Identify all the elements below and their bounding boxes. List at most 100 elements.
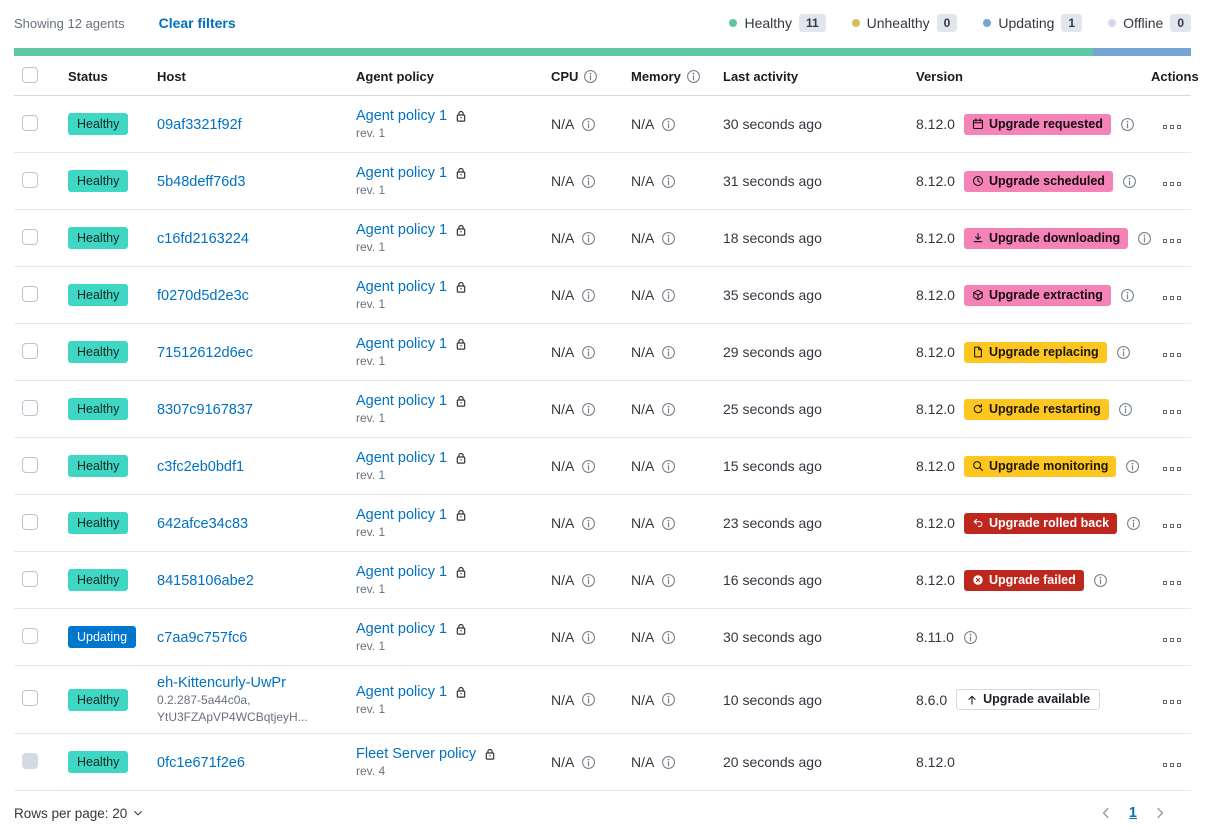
host-link[interactable]: c3fc2eb0bdf1 bbox=[157, 458, 245, 475]
memory-info-icon[interactable] bbox=[661, 117, 676, 132]
cpu-info-icon[interactable] bbox=[581, 459, 596, 474]
row-actions-button[interactable] bbox=[1161, 121, 1183, 133]
row-checkbox[interactable] bbox=[22, 456, 38, 473]
row-actions-button[interactable] bbox=[1161, 349, 1183, 361]
upgrade-details-info-icon[interactable] bbox=[1126, 516, 1141, 531]
agent-policy-link[interactable]: Agent policy 1 bbox=[356, 279, 448, 295]
memory-info-icon[interactable] bbox=[686, 69, 701, 84]
agent-policy-link[interactable]: Agent policy 1 bbox=[356, 108, 448, 124]
memory-info-icon[interactable] bbox=[661, 231, 676, 246]
host-link[interactable]: 84158106abe2 bbox=[157, 572, 254, 589]
agent-policy-link[interactable]: Agent policy 1 bbox=[356, 507, 448, 523]
agent-policy-link[interactable]: Agent policy 1 bbox=[356, 165, 448, 181]
policy-revision: rev. 1 bbox=[356, 297, 386, 311]
legend-item-offline[interactable]: Offline 0 bbox=[1108, 14, 1191, 32]
host-link[interactable]: 0fc1e671f2e6 bbox=[157, 754, 245, 771]
row-checkbox[interactable] bbox=[22, 342, 38, 359]
memory-info-icon[interactable] bbox=[661, 516, 676, 531]
cpu-info-icon[interactable] bbox=[581, 117, 596, 132]
upgrade-details-info-icon[interactable] bbox=[1118, 402, 1133, 417]
host-link[interactable]: 71512612d6ec bbox=[157, 344, 253, 361]
agent-policy-link[interactable]: Agent policy 1 bbox=[356, 621, 448, 637]
upgrade-details-info-icon[interactable] bbox=[1122, 174, 1137, 189]
row-actions-button[interactable] bbox=[1161, 634, 1183, 646]
legend-item-updating[interactable]: Updating 1 bbox=[983, 14, 1083, 32]
policy-revision: rev. 1 bbox=[356, 525, 386, 539]
host-link[interactable]: f0270d5d2e3c bbox=[157, 287, 249, 304]
row-checkbox[interactable] bbox=[22, 285, 38, 302]
agent-policy-link[interactable]: Fleet Server policy bbox=[356, 746, 477, 763]
rows-per-page-button[interactable]: Rows per page: 20 bbox=[14, 806, 144, 821]
upgrade-details-info-icon[interactable] bbox=[1120, 288, 1135, 303]
row-actions-button[interactable] bbox=[1161, 759, 1183, 771]
memory-info-icon[interactable] bbox=[661, 345, 676, 360]
upgrade-badge-label: Upgrade available bbox=[983, 692, 1091, 707]
cpu-info-icon[interactable] bbox=[581, 573, 596, 588]
memory-info-icon[interactable] bbox=[661, 174, 676, 189]
memory-info-icon[interactable] bbox=[661, 630, 676, 645]
host-link[interactable]: 5b48deff76d3 bbox=[157, 173, 246, 190]
next-page-button[interactable] bbox=[1153, 806, 1167, 820]
memory-info-icon[interactable] bbox=[661, 402, 676, 417]
upgrade-details-info-icon[interactable] bbox=[1125, 459, 1140, 474]
host-link[interactable]: c7aa9c757fc6 bbox=[157, 629, 248, 646]
legend-item-unhealthy[interactable]: Unhealthy 0 bbox=[851, 14, 958, 32]
upgrade-details-info-icon[interactable] bbox=[1120, 117, 1135, 132]
previous-page-button[interactable] bbox=[1099, 806, 1113, 820]
cpu-info-icon[interactable] bbox=[581, 630, 596, 645]
cpu-info-icon[interactable] bbox=[581, 516, 596, 531]
clear-filters-button[interactable]: Clear filters bbox=[158, 15, 236, 31]
agent-policy-link[interactable]: Agent policy 1 bbox=[356, 393, 448, 409]
row-checkbox[interactable] bbox=[22, 570, 38, 587]
upgrade-details-info-icon[interactable] bbox=[1116, 345, 1131, 360]
cpu-info-icon[interactable] bbox=[581, 174, 596, 189]
agent-policy-link[interactable]: Agent policy 1 bbox=[356, 450, 448, 466]
row-actions-button[interactable] bbox=[1161, 463, 1183, 475]
host-link[interactable]: 09af3321f92f bbox=[157, 116, 242, 133]
row-checkbox[interactable] bbox=[22, 627, 38, 644]
row-checkbox[interactable] bbox=[22, 690, 38, 707]
row-checkbox[interactable] bbox=[22, 399, 38, 416]
memory-info-icon[interactable] bbox=[661, 573, 676, 588]
row-checkbox[interactable] bbox=[22, 228, 38, 245]
row-checkbox[interactable] bbox=[22, 513, 38, 530]
host-link[interactable]: eh-Kittencurly-UwPr bbox=[157, 675, 286, 691]
memory-info-icon[interactable] bbox=[661, 459, 676, 474]
upgrade-details-info-icon[interactable] bbox=[1137, 231, 1152, 246]
row-checkbox[interactable] bbox=[22, 171, 38, 188]
legend-item-healthy[interactable]: Healthy 11 bbox=[729, 14, 826, 32]
row-actions-button[interactable] bbox=[1161, 235, 1183, 247]
cpu-info-icon[interactable] bbox=[581, 288, 596, 303]
agent-policy-link[interactable]: Agent policy 1 bbox=[356, 683, 448, 700]
row-checkbox[interactable] bbox=[22, 114, 38, 131]
row-actions-button[interactable] bbox=[1161, 577, 1183, 589]
agent-policy-link[interactable]: Agent policy 1 bbox=[356, 564, 448, 580]
upgrade-details-info-icon[interactable] bbox=[1093, 573, 1108, 588]
row-actions-button[interactable] bbox=[1161, 696, 1183, 708]
agent-policy-link[interactable]: Agent policy 1 bbox=[356, 336, 448, 352]
host-link[interactable]: c16fd2163224 bbox=[157, 230, 249, 247]
version-value: 8.12.0 bbox=[916, 401, 955, 417]
cpu-info-icon[interactable] bbox=[581, 402, 596, 417]
row-actions-button[interactable] bbox=[1161, 178, 1183, 190]
cpu-info-icon[interactable] bbox=[581, 345, 596, 360]
memory-info-icon[interactable] bbox=[661, 288, 676, 303]
version-value: 8.12.0 bbox=[916, 287, 955, 303]
cpu-info-icon[interactable] bbox=[583, 69, 598, 84]
memory-info-icon[interactable] bbox=[661, 692, 676, 707]
row-actions-button[interactable] bbox=[1161, 292, 1183, 304]
row-actions-button[interactable] bbox=[1161, 406, 1183, 418]
upgrade-details-info-icon[interactable] bbox=[963, 630, 978, 645]
memory-info-icon[interactable] bbox=[661, 755, 676, 770]
cpu-info-icon[interactable] bbox=[581, 755, 596, 770]
cpu-value: N/A bbox=[551, 515, 575, 531]
package-icon bbox=[972, 289, 984, 301]
row-actions-button[interactable] bbox=[1161, 520, 1183, 532]
select-all-checkbox[interactable] bbox=[22, 67, 38, 83]
agent-policy-link[interactable]: Agent policy 1 bbox=[356, 222, 448, 238]
host-link[interactable]: 642afce34c83 bbox=[157, 515, 249, 532]
cpu-info-icon[interactable] bbox=[581, 231, 596, 246]
cpu-info-icon[interactable] bbox=[581, 692, 596, 707]
host-link[interactable]: 8307c9167837 bbox=[157, 401, 253, 418]
page-number-1[interactable]: 1 bbox=[1128, 805, 1137, 822]
